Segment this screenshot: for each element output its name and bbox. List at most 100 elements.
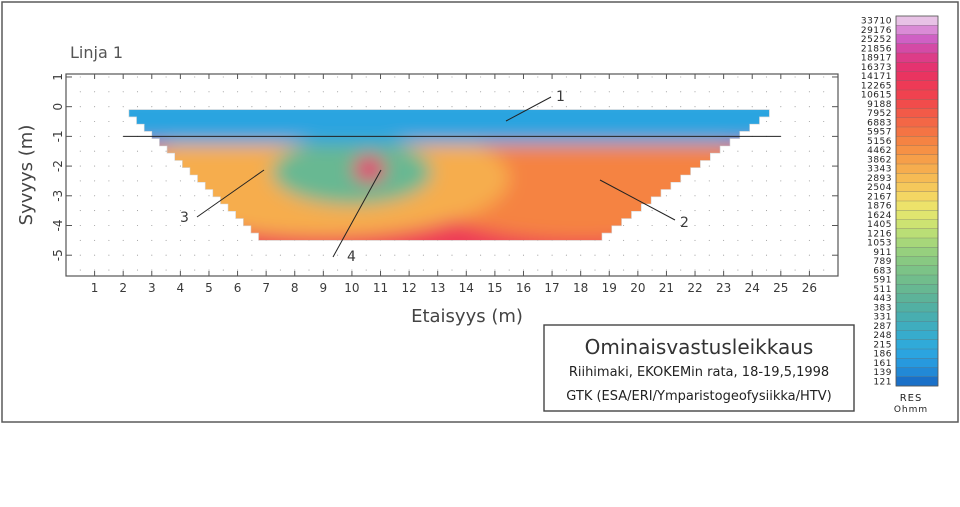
legend-value: 25252 bbox=[861, 35, 892, 45]
legend-swatch bbox=[895, 376, 939, 387]
annotation-leader-3 bbox=[196, 169, 265, 218]
legend-value: 139 bbox=[873, 368, 892, 378]
legend-value: 511 bbox=[873, 285, 892, 295]
legend-value: 2504 bbox=[867, 183, 892, 193]
legend-value: 161 bbox=[873, 359, 892, 369]
legend-swatch bbox=[895, 154, 939, 165]
x-tick-label: 11 bbox=[373, 281, 388, 295]
legend-value: 1053 bbox=[867, 239, 892, 249]
legend-swatch bbox=[895, 358, 939, 368]
legend-swatch bbox=[895, 293, 939, 304]
legend-swatch bbox=[895, 43, 939, 54]
chart-title: Linja 1 bbox=[70, 43, 123, 62]
legend-value: 10615 bbox=[861, 91, 892, 101]
x-tick-label: 25 bbox=[773, 281, 788, 295]
legend-value: 248 bbox=[873, 331, 892, 341]
legend-swatch bbox=[895, 210, 939, 220]
annotations: 1 2 3 4 bbox=[180, 89, 689, 265]
x-tick-label: 1 bbox=[91, 281, 99, 295]
x-tick-label: 13 bbox=[430, 281, 445, 295]
x-tick-label: 20 bbox=[630, 281, 645, 295]
x-tick-label: 15 bbox=[487, 281, 502, 295]
legend-value: 3343 bbox=[867, 165, 892, 175]
legend-value: 287 bbox=[873, 322, 892, 332]
legend-swatch bbox=[895, 302, 939, 313]
legend-swatch bbox=[895, 191, 939, 202]
x-tick-label: 9 bbox=[320, 281, 328, 295]
annotation-label-4: 4 bbox=[347, 249, 356, 265]
legend-swatch bbox=[895, 339, 939, 350]
x-tick-label: 7 bbox=[262, 281, 270, 295]
x-tick-label: 2 bbox=[119, 281, 127, 295]
legend-swatch bbox=[895, 117, 939, 128]
legend-value: 29176 bbox=[861, 26, 892, 36]
x-axis-title: Etaisyys (m) bbox=[411, 306, 523, 327]
legend-value: 12265 bbox=[861, 81, 892, 91]
x-tick-label: 16 bbox=[516, 281, 531, 295]
legend-value: 121 bbox=[873, 377, 892, 387]
legend-value: 2167 bbox=[867, 192, 892, 202]
x-tick-label: 4 bbox=[177, 281, 185, 295]
legend-swatch bbox=[895, 99, 939, 109]
legend-value: 2893 bbox=[867, 174, 892, 184]
y-tick-label: -2 bbox=[51, 160, 65, 172]
legend-value: 383 bbox=[873, 303, 892, 313]
legend-value: 7952 bbox=[867, 109, 892, 119]
y-axis-title: Syvyys (m) bbox=[16, 125, 37, 226]
legend-swatch bbox=[895, 34, 939, 45]
legend-swatch bbox=[895, 321, 939, 331]
x-tick-label: 12 bbox=[401, 281, 416, 295]
legend-value: 215 bbox=[873, 340, 892, 350]
section-outline bbox=[128, 109, 770, 241]
x-tick-label: 22 bbox=[687, 281, 702, 295]
legend-value: 186 bbox=[873, 350, 892, 360]
x-tick-label: 10 bbox=[344, 281, 359, 295]
legend-value: 5957 bbox=[867, 128, 892, 138]
legend-swatch bbox=[895, 311, 939, 322]
y-tick-label: 1 bbox=[51, 73, 65, 81]
legend-value: 1624 bbox=[867, 211, 892, 221]
legend-swatch bbox=[895, 145, 939, 156]
x-tick-label: 23 bbox=[716, 281, 731, 295]
legend-swatch bbox=[895, 52, 939, 63]
legend-swatch bbox=[895, 108, 939, 119]
legend-value: 4462 bbox=[867, 146, 892, 156]
legend-unit: Ohmm bbox=[894, 405, 928, 415]
legend-value: 5156 bbox=[867, 137, 892, 147]
color-legend: 3371029176252522185618917163731417112265… bbox=[861, 15, 939, 387]
x-tick-label: 3 bbox=[148, 281, 156, 295]
legend-value: 1405 bbox=[867, 220, 892, 230]
annotation-leader-4 bbox=[332, 169, 382, 258]
legend-value: 683 bbox=[873, 266, 892, 276]
legend-value: 789 bbox=[873, 257, 892, 267]
legend-value: 911 bbox=[873, 248, 892, 258]
y-tick-label: -1 bbox=[51, 130, 65, 142]
legend-value: 591 bbox=[873, 276, 892, 286]
annotation-leader-2 bbox=[599, 179, 676, 221]
legend-value: 1216 bbox=[867, 229, 892, 239]
legend-value: 1876 bbox=[867, 202, 892, 212]
legend-swatch bbox=[895, 274, 939, 285]
legend-swatch bbox=[895, 237, 939, 248]
info-box-credit: GTK (ESA/ERI/Ymparistogeofysiikka/HTV) bbox=[566, 389, 831, 404]
legend-swatch bbox=[895, 163, 939, 174]
legend-value: 33710 bbox=[861, 17, 892, 27]
legend-swatch bbox=[895, 15, 939, 26]
x-tick-label: 17 bbox=[544, 281, 559, 295]
info-box-frame bbox=[543, 324, 855, 412]
x-tick-label: 21 bbox=[659, 281, 674, 295]
x-tick-label: 18 bbox=[573, 281, 588, 295]
legend-swatch bbox=[895, 284, 939, 294]
legend-swatch bbox=[895, 71, 939, 82]
legend-swatch bbox=[895, 80, 939, 91]
legend-value: 14171 bbox=[861, 72, 892, 82]
resistivity-zone bbox=[353, 155, 385, 183]
x-tick-label: 8 bbox=[291, 281, 299, 295]
legend-value: 18917 bbox=[861, 54, 892, 64]
legend-swatch bbox=[895, 228, 939, 239]
x-tick-label: 24 bbox=[745, 281, 760, 295]
x-tick-label: 26 bbox=[802, 281, 817, 295]
legend-swatch bbox=[895, 136, 939, 146]
legend-title: RES bbox=[900, 393, 923, 404]
